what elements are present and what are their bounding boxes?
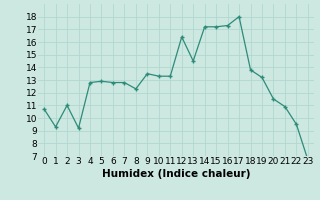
X-axis label: Humidex (Indice chaleur): Humidex (Indice chaleur) [102, 169, 250, 179]
